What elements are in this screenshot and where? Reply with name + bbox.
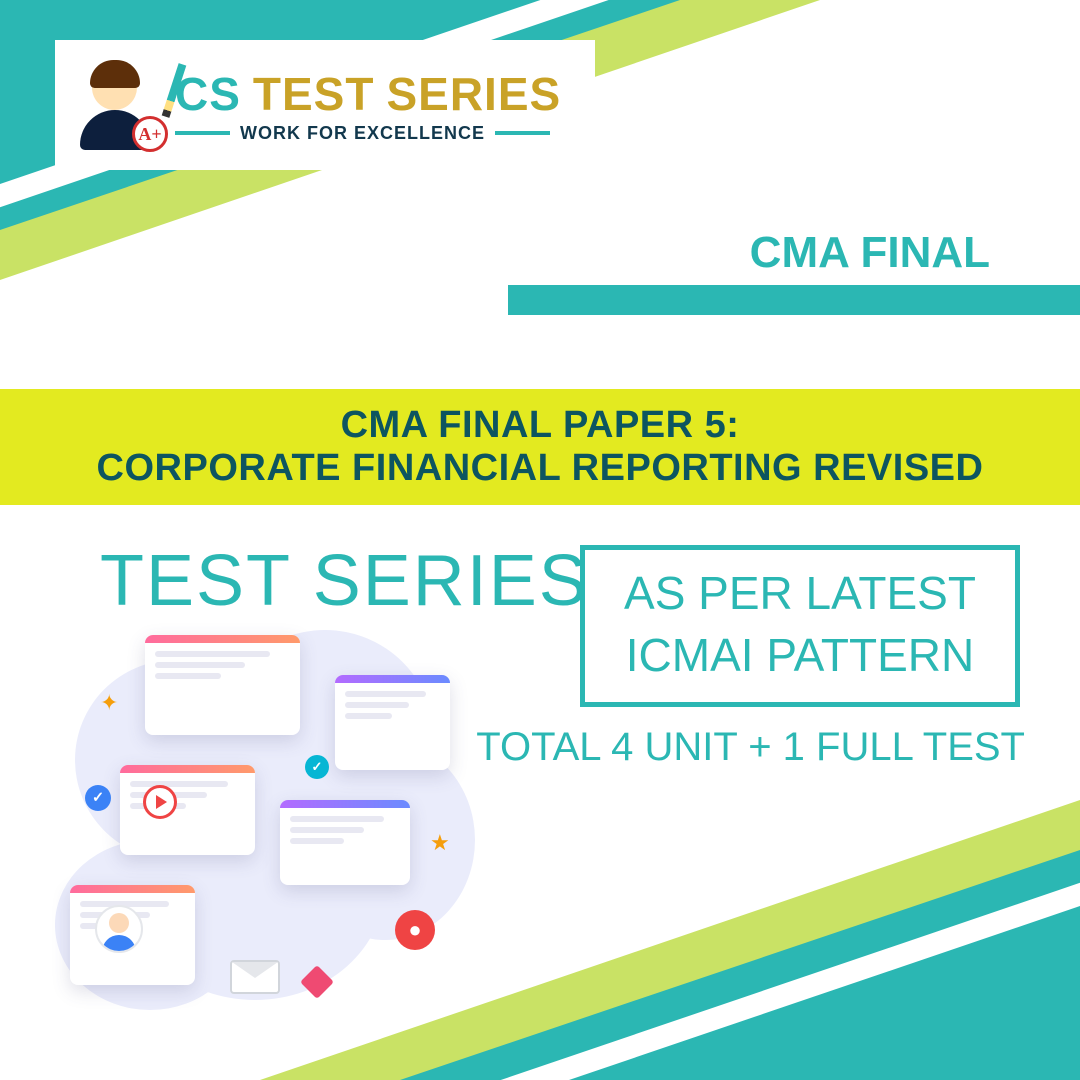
course-level-label: CMA FINAL [750, 228, 990, 278]
logo-subtitle: WORK FOR EXCELLENCE [240, 123, 485, 144]
check-icon: ✓ [305, 755, 329, 779]
grade-badge: A+ [132, 116, 168, 152]
paper-title-banner: CMA FINAL PAPER 5: CORPORATE FINANCIAL R… [0, 383, 1080, 511]
mascot-hair [90, 60, 140, 88]
pattern-line2: ICMAI PATTERN [585, 624, 1015, 686]
total-tests-label: TOTAL 4 UNIT + 1 FULL TEST [476, 725, 1025, 770]
ui-card-icon [145, 635, 300, 735]
ui-card-icon [120, 765, 255, 855]
pattern-box: AS PER LATEST ICMAI PATTERN [580, 545, 1020, 707]
logo-word-1: CS [175, 67, 241, 121]
logo-divider-left [175, 131, 230, 135]
logo-box: A+ CS TEST SERIES WORK FOR EXCELLENCE [55, 40, 595, 170]
avatar-icon [95, 905, 143, 953]
star-icon: ✦ [100, 690, 118, 716]
play-icon [143, 785, 177, 819]
header-teal-bar [508, 285, 1080, 315]
ui-card-icon [335, 675, 450, 770]
paper-title-line1: CMA FINAL PAPER 5: [341, 404, 740, 447]
logo-divider-right [495, 131, 550, 135]
pattern-line1: AS PER LATEST [585, 562, 1015, 624]
logo-word-2: TEST [253, 67, 375, 121]
infographic-canvas: A+ CS TEST SERIES WORK FOR EXCELLENCE CM… [0, 0, 1080, 1080]
logo-mascot: A+ [70, 60, 160, 150]
check-icon: ✓ [85, 785, 111, 811]
logo-word-3: SERIES [386, 67, 561, 121]
logo-text: CS TEST SERIES WORK FOR EXCELLENCE [175, 67, 561, 144]
paper-title-line2: CORPORATE FINANCIAL REPORTING REVISED [97, 447, 984, 490]
bottom-triangle-inner [400, 850, 1080, 1080]
